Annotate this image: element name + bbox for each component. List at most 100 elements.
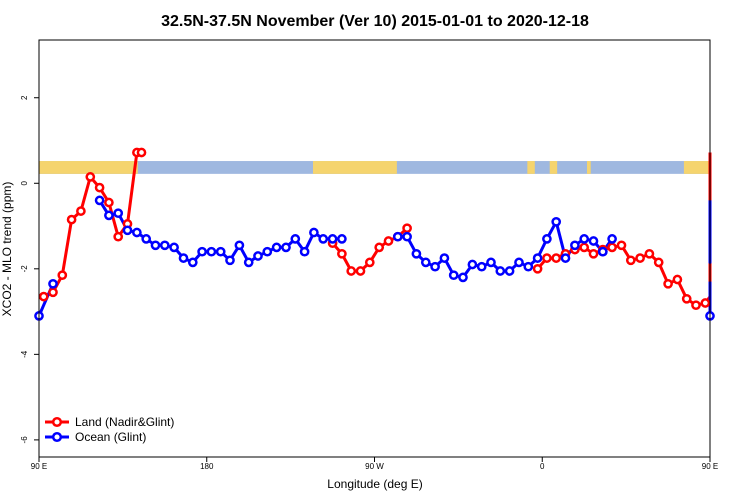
ocean-data-point — [206, 246, 217, 257]
land-data-point — [66, 214, 77, 225]
land-data-point — [94, 182, 105, 193]
x-tick-label: 180 — [200, 462, 214, 471]
land-mask-segment — [527, 161, 535, 174]
ocean-data-point — [141, 234, 152, 244]
ocean-data-point — [486, 257, 496, 268]
ocean-data-point — [337, 234, 347, 244]
ocean-data-point — [234, 240, 245, 251]
ocean-data-point — [318, 234, 329, 244]
ocean-data-point — [523, 261, 534, 272]
ocean-data-point — [48, 278, 58, 289]
land-data-point — [579, 242, 590, 253]
ocean-data-point — [532, 253, 543, 263]
land-data-point — [644, 248, 655, 259]
ocean-data-point — [159, 240, 170, 251]
ocean-data-point — [420, 257, 431, 268]
ocean-data-point — [104, 210, 114, 221]
ocean-data-point — [597, 246, 608, 257]
ocean-data-point — [215, 246, 226, 257]
land-data-point — [113, 231, 124, 242]
x-axis-label: Longitude (deg E) — [327, 477, 422, 491]
ocean-data-point — [411, 248, 422, 259]
land-data-point — [346, 266, 357, 276]
ocean-data-point — [392, 231, 403, 242]
land-data-point — [542, 253, 552, 263]
land-data-point — [48, 287, 58, 298]
land-data-point — [38, 291, 49, 302]
land-data-point — [76, 206, 86, 216]
ocean-data-point — [94, 195, 105, 206]
y-axis-label: XCO2 - MLO trend (ppm) — [0, 182, 14, 317]
ocean-data-point — [579, 234, 590, 244]
ocean-data-point — [299, 246, 310, 257]
land-mask-segment — [549, 161, 558, 174]
ocean-data-point — [225, 255, 235, 266]
legend-label-land: Land (Nadir&Glint) — [75, 415, 174, 429]
ocean-data-point — [560, 253, 571, 263]
land-mask-segment — [683, 161, 710, 174]
land-ocean-mask-strip — [39, 161, 710, 174]
ocean-data-point — [169, 242, 179, 253]
land-data-point — [551, 253, 562, 263]
land-data-point — [364, 257, 375, 268]
ocean-data-point — [551, 216, 562, 227]
ocean-data-point — [178, 253, 189, 263]
series-points — [34, 147, 715, 321]
land-data-point — [653, 257, 664, 268]
land-data-point — [374, 242, 385, 253]
x-tick-label: 90 W — [365, 462, 384, 471]
ocean-data-point — [439, 253, 450, 263]
ocean-data-point — [309, 227, 319, 238]
ocean-data-point — [514, 257, 524, 268]
ocean-data-point — [467, 259, 478, 270]
x-tick-label: 0 — [540, 462, 545, 471]
legend-item-land: Land (Nadir&Glint) — [45, 415, 174, 429]
ocean-data-point — [495, 266, 506, 276]
y-tick-label: 0 — [20, 181, 29, 186]
legend-item-ocean: Ocean (Glint) — [45, 430, 146, 444]
ocean-data-point — [588, 236, 599, 246]
ocean-data-point — [122, 225, 133, 236]
x-axis: 90 E 180 90 W 0 90 E — [31, 457, 718, 471]
land-data-point — [136, 147, 147, 158]
chart-title: 32.5N-37.5N November (Ver 10) 2015-01-01… — [161, 13, 589, 30]
ocean-data-point — [570, 240, 580, 251]
legend: Land (Nadir&Glint) Ocean (Glint) — [45, 415, 174, 444]
land-mask-segment — [586, 161, 591, 174]
ocean-data-point — [197, 246, 207, 257]
ocean-data-point — [458, 272, 468, 283]
land-data-point — [85, 172, 96, 182]
ocean-data-point — [281, 242, 291, 253]
ocean-data-point — [271, 242, 282, 253]
land-data-point — [700, 298, 711, 308]
ocean-data-point — [402, 231, 412, 242]
ocean-data-point — [290, 234, 301, 244]
land-data-point — [625, 255, 636, 266]
land-data-point — [355, 266, 366, 276]
y-tick-label: -6 — [20, 436, 29, 444]
ocean-data-point — [430, 261, 440, 272]
ocean-data-point — [542, 234, 552, 244]
land-data-point — [691, 300, 701, 311]
land-mask-segment — [312, 161, 397, 174]
ocean-data-point — [448, 270, 459, 281]
land-data-point — [532, 263, 543, 274]
land-data-point — [616, 240, 627, 251]
y-axis: 2 0 -2 -4 -6 — [20, 95, 39, 443]
land-data-point — [635, 253, 645, 263]
ocean-data-point — [607, 234, 617, 244]
ocean-data-point — [150, 240, 161, 251]
land-data-point — [383, 236, 394, 246]
land-mask-segment — [39, 161, 138, 174]
ocean-data-point — [243, 257, 254, 268]
land-data-point — [663, 278, 673, 289]
ocean-data-point — [253, 251, 263, 261]
ocean-data-point — [187, 257, 198, 268]
land-data-point — [337, 248, 347, 259]
land-data-point — [681, 293, 692, 304]
land-data-point — [104, 197, 114, 208]
legend-label-ocean: Ocean (Glint) — [75, 430, 146, 444]
ocean-data-point — [132, 227, 142, 238]
land-data-point — [672, 274, 683, 285]
